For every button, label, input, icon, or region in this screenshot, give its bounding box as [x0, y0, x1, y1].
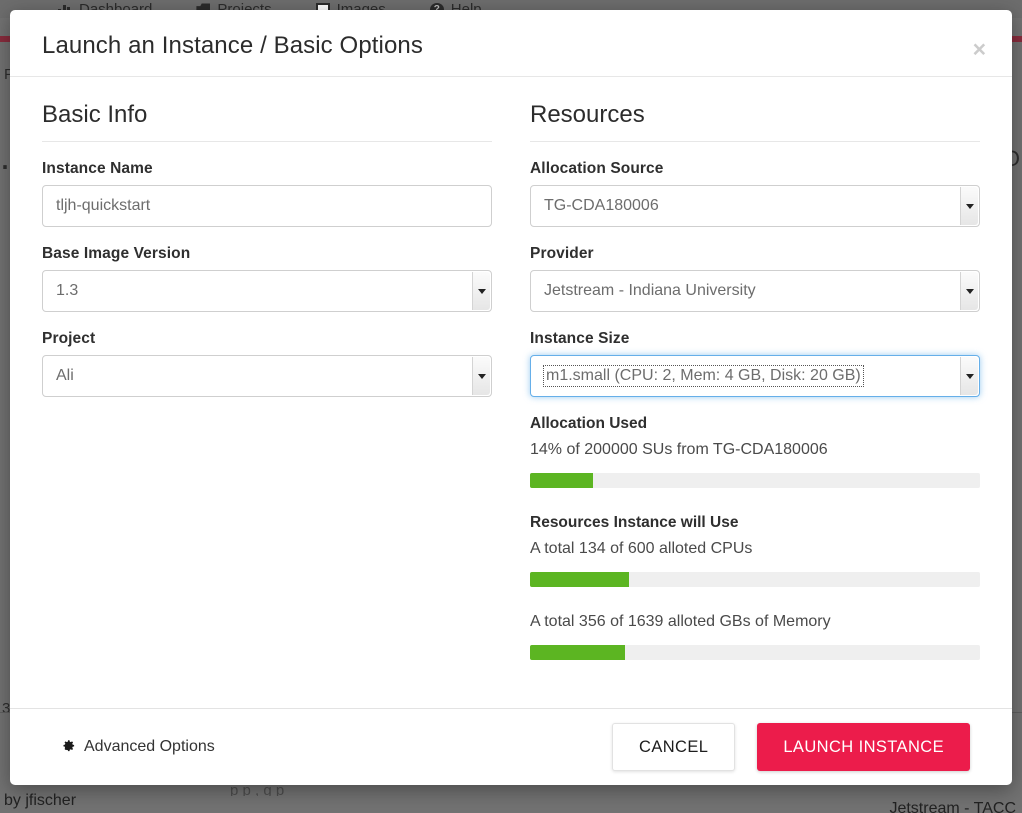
project-label: Project: [42, 330, 96, 347]
background-fragment-top-left: F: [4, 66, 14, 83]
background-provider-footer: Jetstream - TACC: [889, 800, 1016, 813]
field-instance-size: Instance Size m1.small (CPU: 2, Mem: 4 G…: [530, 330, 980, 397]
instance-size-label: Instance Size: [530, 330, 630, 347]
field-base-image-version: Base Image Version 1.3: [42, 245, 492, 312]
chevron-down-icon[interactable]: [472, 272, 490, 310]
background-byline: by jfischer: [4, 792, 77, 809]
allocation-source-label: Allocation Source: [530, 160, 664, 177]
chevron-down-icon[interactable]: [960, 272, 978, 310]
instance-name-input[interactable]: [42, 185, 492, 227]
advanced-options-button[interactable]: Advanced Options: [40, 738, 215, 756]
resources-column: Resources Allocation Source TG-CDA180006…: [530, 101, 980, 708]
project-select[interactable]: Ali: [42, 355, 492, 397]
allocation-used-text: 14% of 200000 SUs from TG-CDA180006: [530, 441, 828, 458]
instance-size-value: m1.small (CPU: 2, Mem: 4 GB, Disk: 20 GB…: [543, 365, 864, 387]
project-value: Ali: [42, 355, 492, 397]
basic-info-column: Basic Info Instance Name Base Image Vers…: [42, 101, 492, 708]
instance-size-control: m1.small (CPU: 2, Mem: 4 GB, Disk: 20 GB…: [530, 355, 980, 397]
advanced-options-label: Advanced Options: [84, 738, 215, 755]
field-provider: Provider Jetstream - Indiana University: [530, 245, 980, 312]
modal-footer: Advanced Options CANCEL LAUNCH INSTANCE: [10, 708, 1012, 785]
provider-label: Provider: [530, 245, 594, 262]
allocation-used-heading: Allocation Used: [530, 415, 648, 432]
close-icon[interactable]: ×: [972, 36, 986, 62]
gear-icon: [60, 739, 75, 755]
field-project: Project Ali: [42, 330, 492, 397]
memory-usage-text: A total 356 of 1639 alloted GBs of Memor…: [530, 613, 831, 630]
chevron-down-icon[interactable]: [472, 357, 490, 395]
allocation-used-block: Allocation Used 14% of 200000 SUs from T…: [530, 415, 980, 488]
modal-body: Basic Info Instance Name Base Image Vers…: [10, 77, 1012, 708]
cpu-usage-progress-fill: [530, 572, 629, 587]
allocation-used-progress: [530, 473, 980, 488]
basic-info-heading: Basic Info: [42, 101, 492, 142]
provider-value: Jetstream - Indiana University: [530, 270, 980, 312]
base-image-version-select[interactable]: 1.3: [42, 270, 492, 312]
instance-size-select[interactable]: m1.small (CPU: 2, Mem: 4 GB, Disk: 20 GB…: [530, 355, 980, 397]
page-title: Launch an Instance / Basic Options: [42, 32, 423, 59]
folder-icon: [196, 3, 211, 16]
instance-will-use-heading: Resources Instance will Use: [530, 514, 739, 531]
allocation-source-value: TG-CDA180006: [530, 185, 980, 227]
modal-header: Launch an Instance / Basic Options ×: [10, 10, 1012, 77]
base-image-version-value: 1.3: [42, 270, 492, 312]
instance-name-label: Instance Name: [42, 160, 153, 177]
launch-instance-modal: Launch an Instance / Basic Options × Bas…: [10, 10, 1012, 785]
background-fragment-bottom-left: 3: [2, 700, 11, 717]
base-image-version-label: Base Image Version: [42, 245, 191, 262]
allocation-used-progress-fill: [530, 473, 593, 488]
field-instance-name: Instance Name: [42, 160, 492, 227]
background-tagline: p p , g p: [230, 782, 285, 796]
footer-buttons: CANCEL LAUNCH INSTANCE: [612, 723, 982, 771]
allocation-source-select[interactable]: TG-CDA180006: [530, 185, 980, 227]
provider-select[interactable]: Jetstream - Indiana University: [530, 270, 980, 312]
chevron-down-icon[interactable]: [960, 187, 978, 225]
instance-will-use-block: Resources Instance will Use A total 134 …: [530, 514, 980, 660]
chevron-down-icon[interactable]: [960, 357, 978, 395]
launch-instance-button[interactable]: LAUNCH INSTANCE: [757, 723, 970, 771]
field-allocation-source: Allocation Source TG-CDA180006: [530, 160, 980, 227]
cancel-button[interactable]: CANCEL: [612, 723, 736, 771]
cpu-usage-text: A total 134 of 600 alloted CPUs: [530, 540, 753, 557]
cpu-usage-progress: [530, 572, 980, 587]
memory-usage-progress-fill: [530, 645, 625, 660]
resources-heading: Resources: [530, 101, 980, 142]
memory-usage-progress: [530, 645, 980, 660]
